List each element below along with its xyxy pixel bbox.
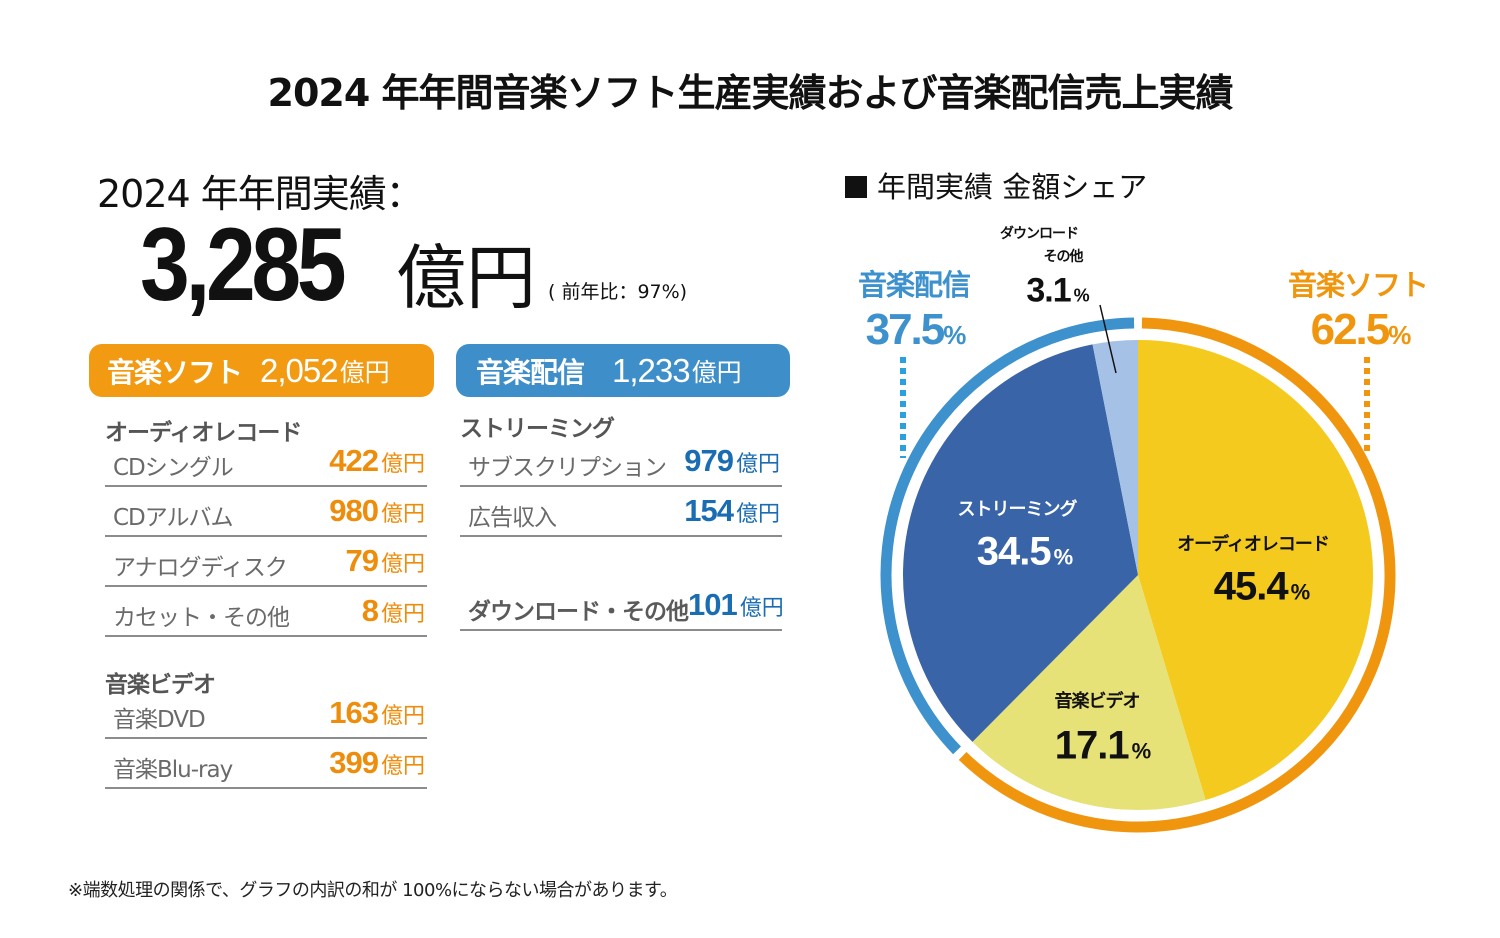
- row-value: 399: [329, 745, 379, 780]
- row-unit: 億円: [380, 502, 425, 527]
- row-label: アナログディスク: [113, 555, 288, 581]
- percent-sign: %: [1290, 579, 1311, 605]
- row-label: 音楽Blu-ray: [113, 757, 233, 783]
- streaming-badge-label: 音楽配信: [476, 355, 585, 389]
- slice-label-audio-record: オーディオレコード: [1177, 534, 1330, 555]
- row-unit: 億円: [739, 596, 784, 621]
- table-row: ダウンロード・その他 101 億円: [460, 581, 784, 631]
- table-row: 音楽Blu-ray 399 億円: [105, 739, 427, 789]
- annual-total-label: 2024 年年間実績：: [97, 172, 424, 216]
- table-row: カセット・その他 8 億円: [105, 587, 427, 637]
- slice-percent: 3.1: [1026, 271, 1071, 310]
- percent-sign: %: [1131, 738, 1152, 764]
- download-list: ダウンロード・その他 101 億円: [460, 581, 784, 631]
- group-value-streaming: 37.5%: [866, 305, 967, 355]
- leader-line-download: [1099, 304, 1117, 374]
- square-bullet-icon: [845, 176, 867, 198]
- percent-sign: %: [1053, 544, 1074, 570]
- group-name: 音楽配信: [857, 268, 971, 302]
- streaming-list: サブスクリプション 979 億円 広告収入 154 億円: [460, 437, 782, 537]
- slice-label-music-video: 音楽ビデオ: [1054, 691, 1141, 712]
- row-value: 8: [361, 593, 379, 628]
- row-value: 79: [345, 543, 379, 578]
- slice-label-download-line2: その他: [1043, 249, 1084, 265]
- row-value: 163: [329, 695, 379, 730]
- page-title: 2024 年年間音楽ソフト生産実績および音楽配信売上実績: [267, 71, 1234, 115]
- software-total-badge: 音楽ソフト 2,052 億円: [89, 344, 434, 397]
- percent-sign: %: [1073, 285, 1090, 306]
- annual-total-unit: 億円: [396, 237, 536, 319]
- footnote: ※端数処理の関係で、グラフの内訳の和が 100%にならない場合があります。: [68, 880, 678, 901]
- streaming-badge-value: 1,233: [612, 351, 691, 389]
- group-label-software: 音楽ソフト: [1287, 262, 1429, 304]
- software-badge-value: 2,052: [260, 351, 339, 389]
- pie-slice-download-other: [1092, 340, 1138, 575]
- row-unit: 億円: [735, 502, 780, 527]
- chart-title-text: 年間実績 金額シェア: [877, 170, 1148, 204]
- group-percent: 62.5: [1310, 305, 1391, 354]
- row-unit: 億円: [380, 452, 425, 477]
- slice-label-streaming: ストリーミング: [957, 499, 1078, 520]
- slice-percent: 17.1: [1054, 723, 1130, 768]
- row-unit: 億円: [380, 552, 425, 577]
- streaming-total-badge: 音楽配信 1,233 億円: [456, 344, 790, 397]
- pie-slice-streaming: [902, 344, 1138, 742]
- group-label-streaming: 音楽配信: [857, 262, 971, 304]
- percent-sign: %: [1388, 320, 1412, 350]
- row-label: ダウンロード・その他: [468, 599, 689, 625]
- table-row: 広告収入 154 億円: [460, 487, 782, 537]
- row-label: カセット・その他: [113, 605, 290, 631]
- table-row: サブスクリプション 979 億円: [460, 437, 782, 487]
- table-row: アナログディスク 79 億円: [105, 537, 427, 587]
- row-unit: 億円: [380, 704, 425, 729]
- music-video-heading: 音楽ビデオ: [105, 672, 216, 698]
- table-row: CDアルバム 980 億円: [105, 487, 427, 537]
- software-badge-label: 音楽ソフト: [107, 355, 243, 389]
- audio-record-heading: オーディオレコード: [105, 420, 302, 446]
- row-value: 101: [688, 587, 738, 622]
- row-unit: 億円: [380, 754, 425, 779]
- group-value-software: 62.5%: [1311, 305, 1412, 355]
- slice-value-streaming: 34.5%: [977, 530, 1073, 575]
- group-name: 音楽ソフト: [1287, 268, 1429, 302]
- slice-value-music-video: 17.1%: [1055, 724, 1151, 769]
- table-row: 音楽DVD 163 億円: [105, 689, 427, 739]
- row-label: CDシングル: [113, 455, 234, 481]
- slice-value-download: 3.1%: [1026, 272, 1089, 311]
- group-ring-software: [958, 317, 1396, 833]
- slice-label-download-line1: ダウンロード: [1000, 226, 1079, 242]
- percent-sign: %: [943, 320, 967, 350]
- year-over-year-ratio: ( 前年比：97%): [548, 281, 688, 303]
- chart-title: 年間実績 金額シェア: [845, 164, 1147, 206]
- software-badge-unit: 億円: [339, 357, 390, 387]
- streaming-heading: ストリーミング: [460, 416, 615, 442]
- slice-value-audio-record: 45.4%: [1214, 565, 1310, 610]
- row-value: 154: [684, 493, 734, 528]
- audio-record-list: CDシングル 422 億円 CDアルバム 980 億円 アナログディスク 79 億円 …: [105, 437, 427, 637]
- group-percent: 37.5: [865, 305, 946, 354]
- pie-slice-music-video: [972, 575, 1206, 811]
- row-value: 979: [684, 443, 734, 478]
- slice-percent: 45.4: [1213, 564, 1289, 609]
- row-unit: 億円: [735, 452, 780, 477]
- annual-total-value: 3,285: [140, 207, 347, 323]
- pie-slice-audio-record: [1138, 340, 1374, 801]
- music-video-list: 音楽DVD 163 億円 音楽Blu-ray 399 億円: [105, 689, 427, 789]
- row-label: 広告収入: [468, 505, 557, 531]
- row-unit: 億円: [380, 602, 425, 627]
- row-label: サブスクリプション: [468, 455, 667, 481]
- row-label: 音楽DVD: [113, 707, 206, 733]
- group-ring-streaming-group: [880, 317, 1135, 755]
- slice-percent: 34.5: [976, 529, 1052, 574]
- row-label: CDアルバム: [113, 505, 234, 531]
- streaming-badge-unit: 億円: [691, 357, 742, 387]
- row-value: 422: [329, 443, 379, 478]
- table-row: CDシングル 422 億円: [105, 437, 427, 487]
- row-value: 980: [329, 493, 379, 528]
